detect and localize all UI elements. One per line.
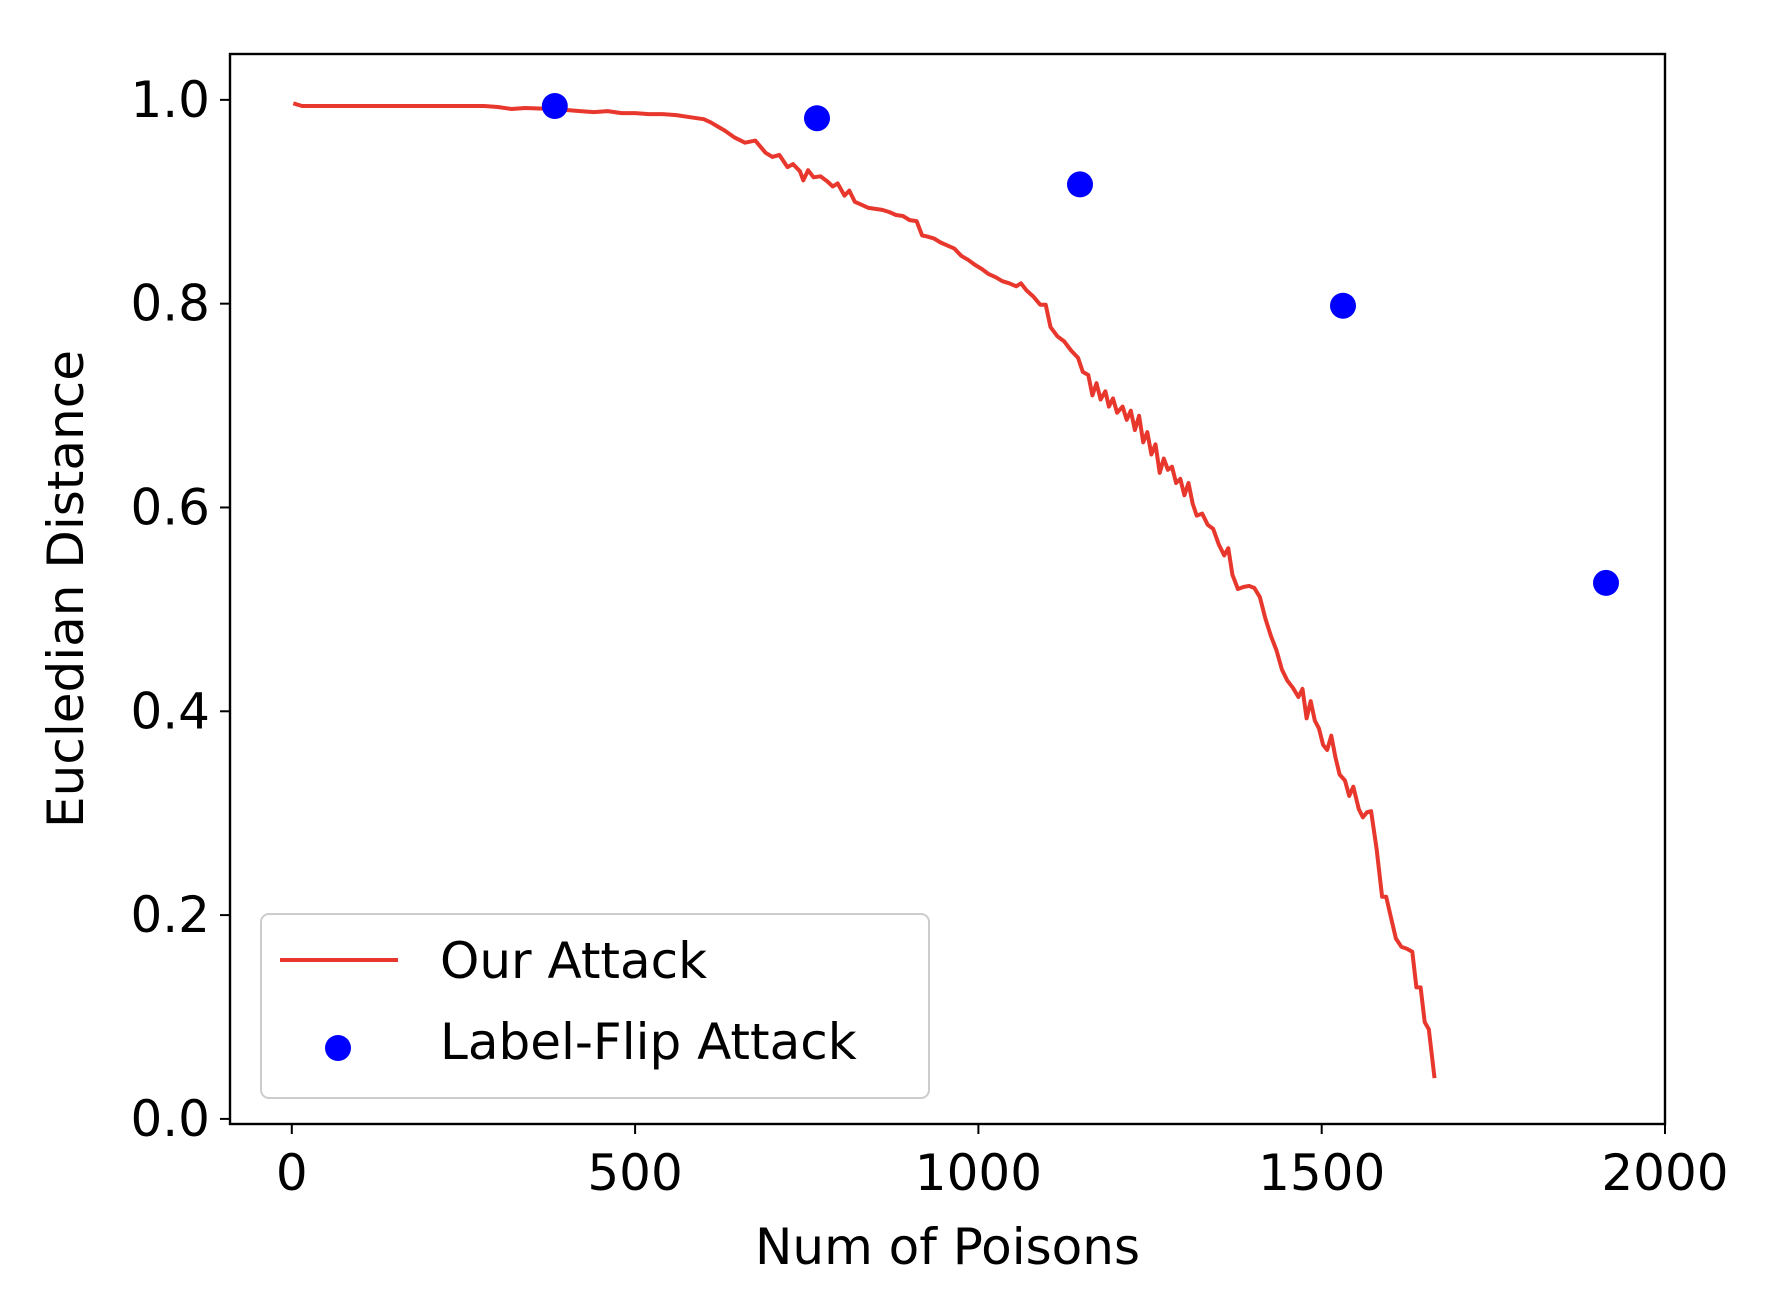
x-axis-title: Num of Poisons	[755, 1218, 1140, 1276]
legend-marker-label-flip	[325, 1035, 351, 1061]
y-tick-label: 0.2	[130, 886, 210, 944]
x-tick-label: 2000	[1601, 1144, 1728, 1202]
scatter-series-label-flip	[541, 93, 1619, 596]
x-tick-label: 500	[587, 1144, 682, 1202]
plot-area	[292, 93, 1619, 1079]
legend-label-label-flip: Label-Flip Attack	[440, 1013, 857, 1071]
y-tick-label: 0.0	[130, 1090, 210, 1148]
x-tick-label: 1000	[915, 1144, 1042, 1202]
x-tick-label: 0	[276, 1144, 308, 1202]
scatter-point-1	[804, 105, 830, 132]
series-line-our-attack	[292, 101, 1437, 1079]
scatter-point-3	[1330, 292, 1356, 319]
y-axis: 0.0 0.2 0.4 0.6 0.8 1.0	[130, 71, 230, 1148]
scatter-point-4	[1593, 569, 1619, 596]
legend-box	[260, 913, 930, 1099]
plot-frame	[228, 52, 1667, 1126]
y-tick-label: 0.4	[130, 682, 210, 740]
x-axis: 0 500 1000 1500 2000	[276, 1124, 1729, 1202]
y-tick-label: 0.6	[130, 478, 210, 536]
y-tick-label: 0.8	[130, 275, 210, 333]
y-axis-title: Eucledian Distance	[37, 350, 95, 828]
x-tick-label: 1500	[1258, 1144, 1385, 1202]
scatter-point-0	[541, 93, 568, 119]
legend: Our Attack Label-Flip Attack	[260, 913, 930, 1099]
y-tick-label: 1.0	[130, 71, 210, 129]
legend-label-our-attack: Our Attack	[440, 932, 707, 990]
scatter-point-2	[1067, 171, 1093, 198]
